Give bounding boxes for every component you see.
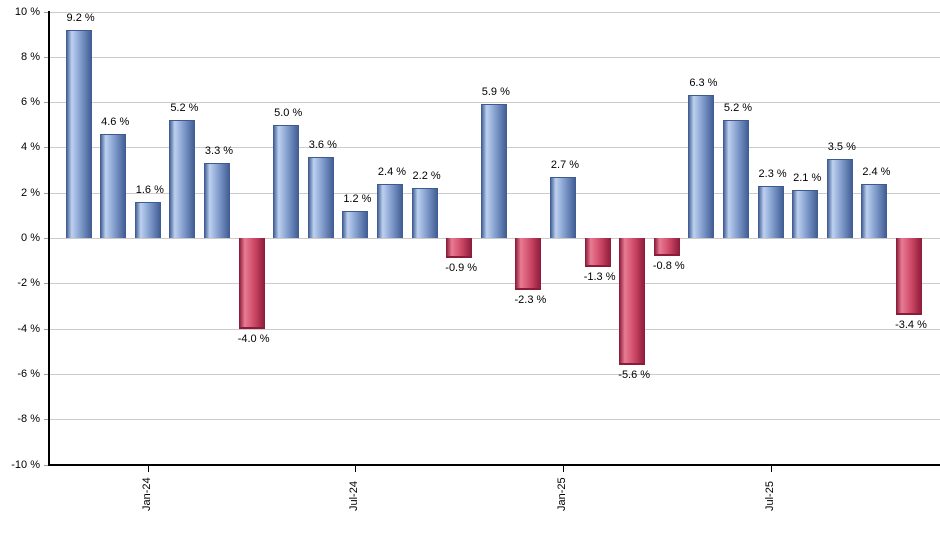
y-axis-tick-label: -6 % [17,368,40,380]
bar [377,183,403,238]
y-axis-tick [44,238,50,239]
gridline [50,102,940,103]
x-axis-tick-label: Jul-25 [763,481,776,511]
bar-value-label: 2.4 % [862,165,891,178]
y-axis-tick-label: -10 % [11,459,40,471]
y-axis-tick [44,12,50,13]
y-axis-tick [44,329,50,330]
bar [307,156,334,238]
y-axis-tick [44,283,50,284]
y-axis-tick [44,193,50,194]
bar-value-label: 5.2 % [723,102,753,115]
bar [826,158,853,238]
y-axis-line [48,11,50,466]
gridline [50,419,940,420]
bar [550,176,576,238]
bar [757,185,784,238]
bar-value-label: 2.3 % [758,167,787,180]
bar-value-label: -1.3 % [583,271,616,284]
bar-value-label: 9.2 % [66,11,95,24]
bar-value-label: 3.6 % [308,138,337,151]
x-axis-tick-label: Jan-25 [556,477,568,511]
bar-value-label: 3.3 % [204,145,234,158]
x-axis-tick-label: Jul-24 [348,481,361,511]
bar-value-label: -5.6 % [618,368,651,381]
bar [584,238,611,268]
gridline [50,12,940,13]
bar [896,238,922,315]
bar [134,201,161,238]
bar [515,238,542,291]
bar [861,183,888,238]
bar-value-label: 3.5 % [827,140,856,153]
y-axis-tick-label: 10 % [14,6,40,18]
gridline [50,374,940,375]
bar [688,95,715,238]
gridline [50,57,940,58]
gridline [50,329,940,330]
y-axis-tick-label: -2 % [17,277,40,289]
bar [446,238,473,259]
bar-value-label: 4.6 % [101,115,130,128]
bar [619,238,646,365]
bar-value-label: 2.2 % [412,170,441,183]
y-axis-tick-label: 6 % [21,96,40,108]
bar-value-label: 2.4 % [377,165,407,178]
x-axis-line [48,464,940,466]
bar [100,133,127,238]
x-axis-tick [770,466,772,472]
gridline [50,283,940,284]
bar-value-label: -3.4 % [895,319,927,331]
bar-value-label: 2.7 % [550,158,580,171]
x-axis-tick-label: Jan-24 [140,477,153,511]
y-axis-tick-label: 2 % [21,187,40,199]
bar-value-label: 2.1 % [793,172,822,185]
y-axis-tick-label: -4 % [17,323,40,335]
x-axis-tick [355,466,357,472]
bar-value-label: -4.0 % [237,332,270,345]
gridline [50,238,940,239]
bar [273,124,300,239]
y-axis-tick [44,102,50,103]
bar [480,104,507,238]
bar-value-label: 1.2 % [343,192,372,205]
x-axis-tick [147,466,149,472]
y-axis-tick [44,57,50,58]
bar [65,29,92,238]
bar-value-label: -2.3 % [514,294,547,307]
y-axis-tick-label: 0 % [21,232,40,244]
bar [792,190,819,238]
bar [723,120,749,238]
y-axis-tick-label: -8 % [17,413,40,425]
y-axis-tick-label: 8 % [21,51,40,63]
bar [411,188,438,238]
bar-value-label: 6.3 % [689,77,718,90]
y-axis-tick [44,147,50,148]
bar [342,210,369,238]
y-axis-tick [44,374,50,375]
bar [653,238,680,257]
bar-value-label: -0.8 % [652,260,685,273]
bar-value-label: 5.2 % [170,102,199,115]
y-axis-tick-label: 4 % [21,141,40,153]
x-axis-tick [563,466,564,472]
bar-value-label: 5.0 % [274,106,303,119]
y-axis-tick [44,465,50,466]
bar [204,163,230,238]
bar [169,120,196,238]
y-axis-tick [44,419,50,420]
bar-value-label: 5.9 % [481,86,510,99]
bar-value-label: -0.9 % [445,262,478,275]
bar [238,238,265,329]
bar-value-label: 1.6 % [135,183,164,196]
